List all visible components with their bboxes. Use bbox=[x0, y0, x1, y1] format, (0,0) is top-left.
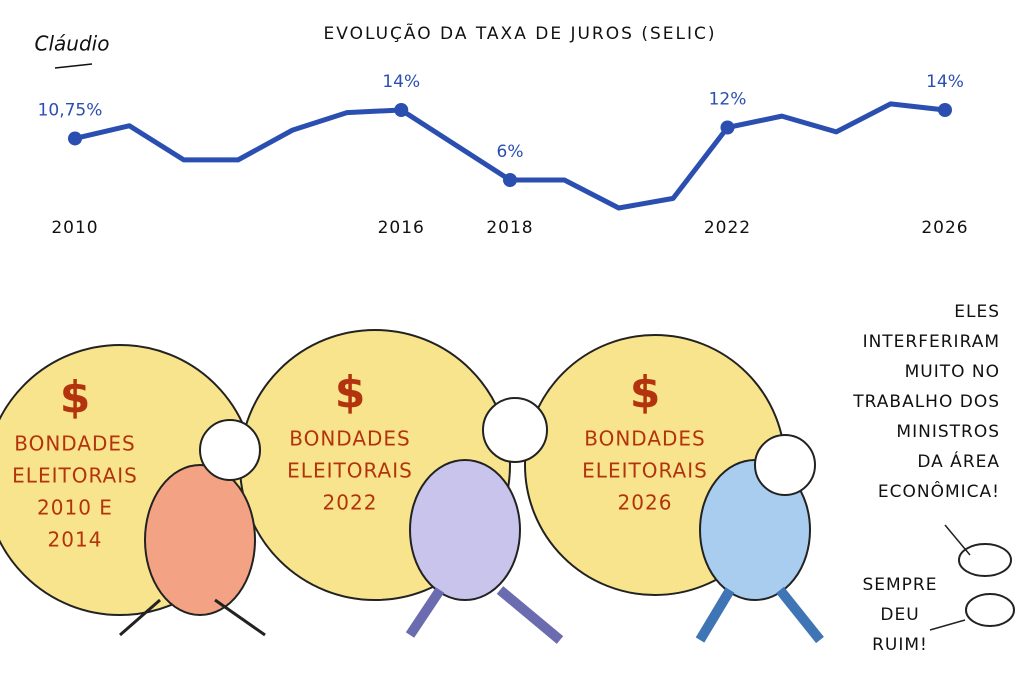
speech-text: RUIM! bbox=[872, 635, 928, 655]
value-label: 12% bbox=[709, 90, 747, 110]
bag-text: 2026 bbox=[618, 491, 673, 515]
signature: Cláudio bbox=[35, 32, 110, 56]
bag-symbol: $ bbox=[630, 367, 661, 418]
speech-text: ECONÔMICA! bbox=[878, 480, 1000, 502]
figure-head bbox=[754, 434, 816, 496]
speech-text: TRABALHO DOS bbox=[852, 392, 1000, 412]
dog bbox=[958, 543, 1012, 577]
speech-text: SEMPRE bbox=[862, 575, 937, 595]
figure-legs bbox=[695, 586, 824, 644]
speech-text: MINISTROS bbox=[896, 422, 1000, 442]
value-label: 14% bbox=[382, 72, 420, 92]
figure-body bbox=[409, 459, 521, 601]
x-tick-label: 2018 bbox=[486, 218, 533, 238]
speech-pointer bbox=[929, 524, 971, 631]
point bbox=[68, 131, 82, 146]
bag-text: BONDADES bbox=[584, 427, 706, 451]
selic-line bbox=[74, 101, 946, 211]
speech-text: INTERFERIRAM bbox=[863, 332, 1000, 352]
point bbox=[503, 173, 517, 187]
bag-text: ELEITORAIS bbox=[12, 464, 138, 488]
point bbox=[394, 103, 409, 117]
x-tick-label: 2016 bbox=[378, 218, 425, 238]
x-tick-label: 2022 bbox=[704, 218, 751, 238]
bag-text: ELEITORAIS bbox=[582, 459, 708, 483]
bag-symbol: $ bbox=[60, 372, 91, 423]
dog bbox=[965, 593, 1015, 627]
figure-head bbox=[482, 397, 548, 463]
bag-symbol: $ bbox=[335, 367, 366, 418]
bag-text: BONDADES bbox=[289, 427, 411, 451]
value-label: 14% bbox=[926, 72, 964, 92]
figures bbox=[119, 397, 1015, 644]
bag-text: 2022 bbox=[323, 491, 378, 515]
bag-text: 2010 E bbox=[37, 496, 113, 520]
speech-text: DA ÁREA bbox=[917, 450, 1000, 472]
bag-text: 2014 bbox=[48, 528, 103, 552]
speech-text: DEU bbox=[880, 605, 919, 625]
figure-head bbox=[199, 419, 261, 481]
value-label: 6% bbox=[497, 142, 524, 162]
point bbox=[720, 120, 735, 135]
x-tick-label: 2026 bbox=[921, 218, 968, 238]
point bbox=[938, 103, 952, 117]
x-tick-label: 2010 bbox=[51, 218, 98, 238]
chart-title: EVOLUÇÃO DA TAXA DE JUROS (SELIC) bbox=[324, 22, 717, 44]
speech-text: ELES bbox=[954, 302, 1000, 322]
signature-underline bbox=[54, 63, 93, 69]
figure-legs bbox=[405, 586, 564, 644]
speech-text: MUITO NO bbox=[905, 362, 1000, 382]
figure-legs bbox=[119, 598, 266, 637]
bag-text: ELEITORAIS bbox=[287, 459, 413, 483]
value-label: 10,75% bbox=[38, 100, 103, 120]
bag-text: BONDADES bbox=[14, 432, 136, 456]
figure-body bbox=[144, 464, 256, 616]
